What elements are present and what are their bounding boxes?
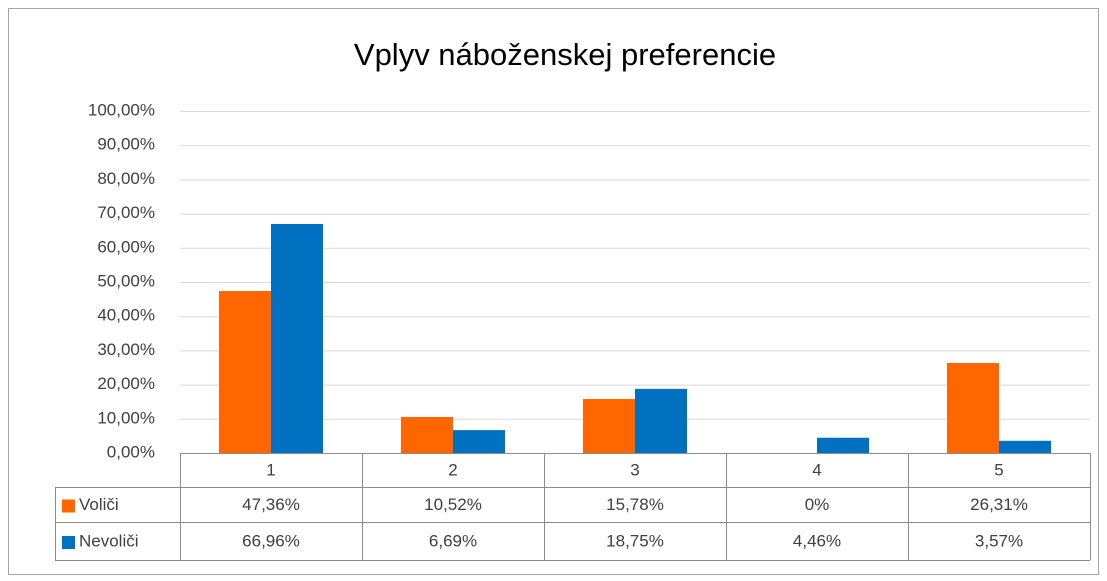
y-tick-label: 80,00% [97, 169, 155, 188]
y-tick-label: 0,00% [107, 442, 155, 461]
bar [453, 430, 505, 453]
table-value: 0% [805, 495, 830, 514]
table-value: 3,57% [975, 531, 1023, 550]
y-tick-label: 60,00% [97, 237, 155, 256]
x-tick-label: 1 [266, 460, 275, 479]
x-tick-label: 4 [812, 460, 821, 479]
legend-key [62, 536, 75, 549]
bar [947, 363, 999, 453]
bar [635, 388, 687, 453]
table-value: 6,69% [429, 531, 477, 550]
x-tick-label: 3 [630, 460, 639, 479]
table-value: 26,31% [970, 495, 1028, 514]
bar [583, 399, 635, 453]
y-tick-label: 50,00% [97, 271, 155, 290]
table-value: 15,78% [606, 495, 664, 514]
bar [817, 437, 869, 453]
legend-key [62, 499, 75, 513]
y-tick-label: 100,00% [88, 100, 155, 119]
y-tick-label: 30,00% [97, 340, 155, 359]
bar [219, 291, 271, 453]
table-value: 10,52% [424, 495, 482, 514]
legend-label: Voliči [79, 495, 119, 514]
x-tick-label: 2 [448, 460, 457, 479]
bar [999, 440, 1051, 453]
y-tick-label: 90,00% [97, 135, 155, 154]
table-value: 66,96% [242, 531, 300, 550]
chart-title: Vplyv náboženskej preferencie [354, 37, 776, 72]
table-value: 4,46% [793, 531, 841, 550]
legend-label: Nevoliči [79, 531, 139, 550]
table-value: 18,75% [606, 531, 664, 550]
y-tick-label: 70,00% [97, 203, 155, 222]
bar [271, 223, 323, 453]
y-tick-label: 40,00% [97, 306, 155, 325]
chart-border [8, 8, 1099, 575]
bar [401, 417, 453, 453]
table-value: 47,36% [242, 495, 300, 514]
y-tick-label: 10,00% [97, 408, 155, 427]
x-tick-label: 5 [994, 460, 1003, 479]
y-tick-label: 20,00% [97, 374, 155, 393]
